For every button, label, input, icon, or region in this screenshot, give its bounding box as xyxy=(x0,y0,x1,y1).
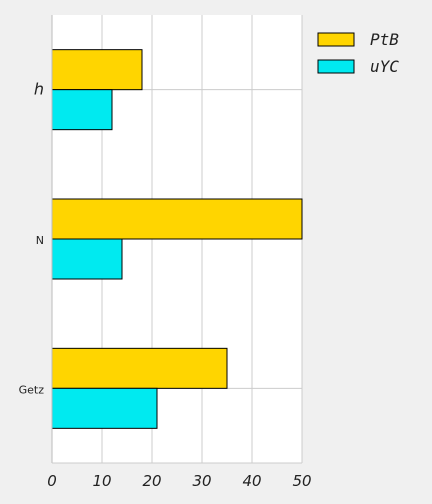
bar-uYC-N xyxy=(51,238,123,280)
bar-PtB-h xyxy=(51,49,143,91)
legend: PtB uYC xyxy=(317,30,399,76)
x-tick-label-1: 10 xyxy=(92,472,111,490)
y-tick-labels: h N Getz xyxy=(19,80,45,397)
x-tick-label-5: 50 xyxy=(292,472,311,490)
x-tick-label-2: 20 xyxy=(142,472,161,490)
axes xyxy=(51,15,302,464)
x-tick-label-4: 40 xyxy=(242,472,261,490)
x-tick-label-3: 30 xyxy=(192,472,211,490)
x-tick-label-0: 0 xyxy=(47,472,57,490)
bar-PtB-N xyxy=(51,198,303,240)
bar-uYC-Getz xyxy=(51,387,158,429)
y-tick-label-2: Getz xyxy=(19,383,45,396)
y-tick-label-1: N xyxy=(36,234,44,247)
bar-uYC-h xyxy=(51,89,113,131)
x-tick-labels: 0 10 20 30 40 50 xyxy=(47,472,311,490)
bar-PtB-Getz xyxy=(51,347,228,389)
legend-swatch-uYC xyxy=(317,59,355,74)
legend-label-uYC: uYC xyxy=(370,57,399,76)
legend-swatch-PtB xyxy=(317,32,355,47)
legend-label-PtB: PtB xyxy=(370,30,399,49)
y-tick-label-0: h xyxy=(34,80,44,99)
